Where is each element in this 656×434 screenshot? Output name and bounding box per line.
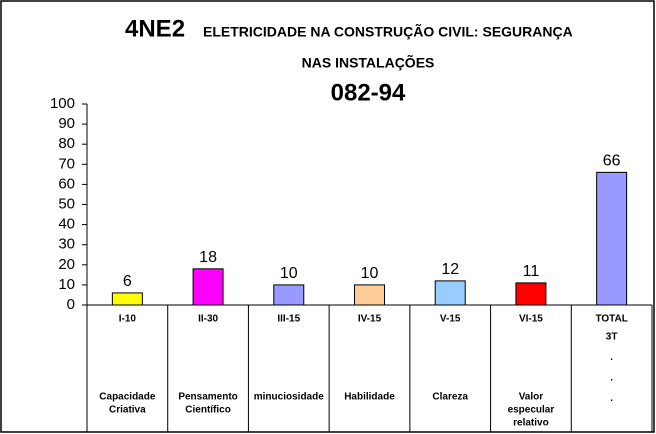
y-tick-label: 10 xyxy=(58,276,75,293)
value-label: 66 xyxy=(603,153,621,170)
x-tick-label: VI-15 xyxy=(519,314,543,325)
bar xyxy=(273,284,305,306)
chart-title-line2: NAS INSTALAÇÕES xyxy=(302,54,435,71)
y-tick-label: 0 xyxy=(67,296,75,313)
category-description: . xyxy=(610,393,613,404)
chart-title: ELETRICIDADE NA CONSTRUÇÃO CIVIL: SEGURA… xyxy=(203,23,573,40)
y-tick-label: 60 xyxy=(58,175,75,192)
bar xyxy=(192,268,224,306)
category-description: minuciosidade xyxy=(254,392,324,403)
category-description: Habilidade xyxy=(344,392,395,403)
category-description: Capacidade xyxy=(99,392,156,403)
bar xyxy=(515,282,547,306)
category-description: Valor xyxy=(519,392,544,403)
value-label: 12 xyxy=(441,261,459,278)
category-description: especular xyxy=(508,405,555,416)
category-description: . xyxy=(610,373,613,384)
title-code: 4NE2 xyxy=(125,15,185,42)
y-tick-label: 50 xyxy=(58,195,75,212)
value-label: 18 xyxy=(199,249,217,266)
y-tick-label: 20 xyxy=(58,256,75,273)
y-tick-label: 100 xyxy=(50,95,75,112)
y-tick-label: 70 xyxy=(58,155,75,172)
y-tick-label: 90 xyxy=(58,115,75,132)
category-description: Científico xyxy=(185,405,231,416)
x-tick-label: III-15 xyxy=(277,314,300,325)
category-description: Clareza xyxy=(432,392,468,403)
category-description: Criativa xyxy=(109,405,146,416)
category-description: 3T xyxy=(606,332,618,343)
x-tick-label: IV-15 xyxy=(358,314,382,325)
chart-subtitle: 082-94 xyxy=(331,79,406,106)
x-tick-label: TOTAL xyxy=(595,314,627,325)
y-tick-label: 40 xyxy=(58,216,75,233)
bar xyxy=(434,280,466,306)
category-description: relativo xyxy=(513,418,549,429)
x-tick-label: II-30 xyxy=(198,314,218,325)
y-tick-label: 80 xyxy=(58,135,75,152)
value-label: 11 xyxy=(523,263,540,280)
bar xyxy=(596,171,628,306)
bar xyxy=(111,292,143,306)
x-tick-label: V-15 xyxy=(440,314,461,325)
value-label: 10 xyxy=(280,265,298,282)
y-tick-label: 30 xyxy=(58,236,75,253)
category-description: . xyxy=(610,352,613,363)
value-label: 6 xyxy=(123,273,132,290)
value-label: 10 xyxy=(361,265,379,282)
x-tick-label: I-10 xyxy=(119,314,137,325)
bar xyxy=(354,284,385,306)
category-description: Pensamento xyxy=(178,392,237,403)
